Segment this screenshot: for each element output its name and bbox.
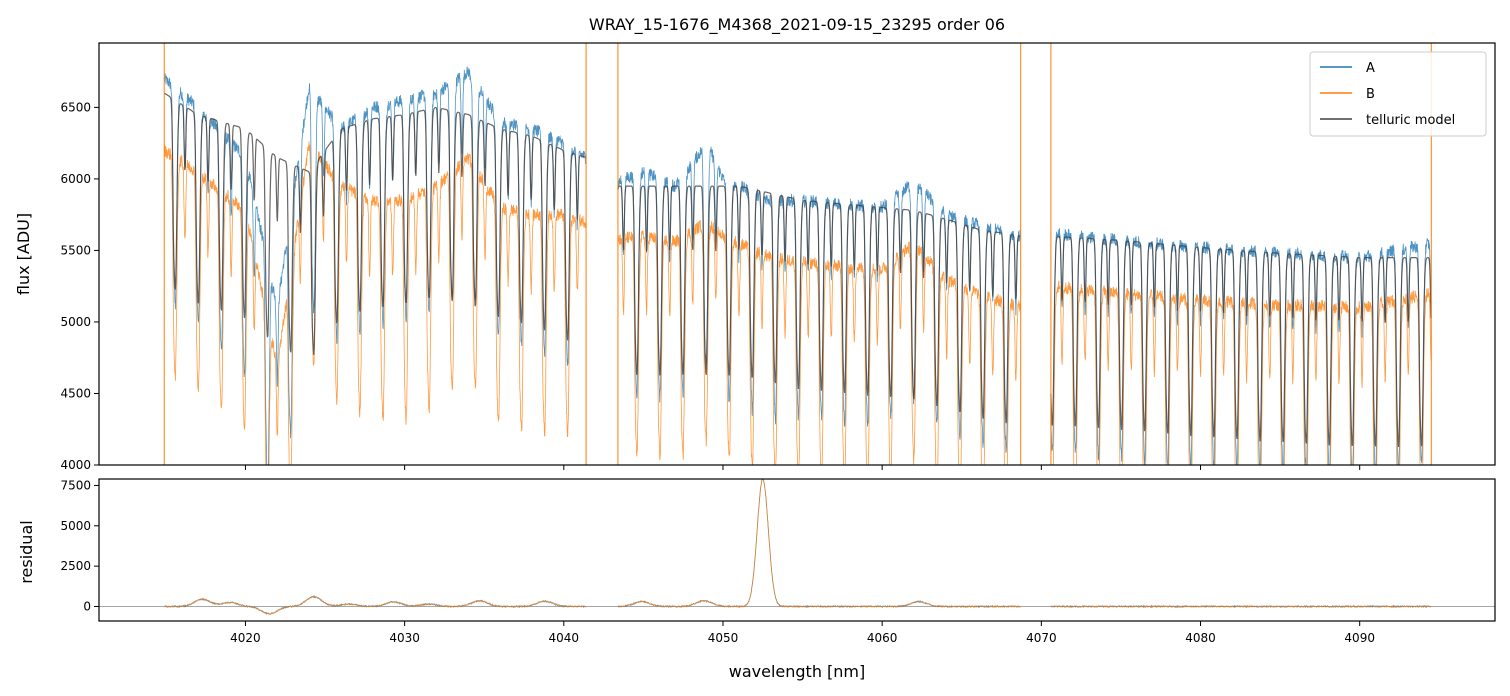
legend-label-A: A xyxy=(1366,61,1375,76)
series-line-telluric-model xyxy=(163,92,1432,448)
x-tick-label: 4070 xyxy=(1026,631,1057,645)
y-tick-label: 6000 xyxy=(60,172,91,186)
series-line-A xyxy=(163,66,1432,465)
residual-x-ticks: 4020 4030 4040 4050 4060 4070 4080 4090 xyxy=(230,621,1375,645)
x-tick-label: 4020 xyxy=(230,631,261,645)
legend-label-B: B xyxy=(1366,87,1375,102)
x-tick-label: 4050 xyxy=(708,631,739,645)
residual-line-A xyxy=(164,479,1432,615)
flux-plot-area xyxy=(163,43,1432,465)
y-tick-label: 5000 xyxy=(60,315,91,329)
y-tick-label: 0 xyxy=(83,599,91,613)
residual-y-ticks: 0 2500 5000 7500 xyxy=(60,478,99,613)
y-tick-label: 2500 xyxy=(60,559,91,573)
legend-box xyxy=(1309,51,1487,137)
residual-line-B xyxy=(163,479,1432,615)
x-tick-label: 4040 xyxy=(549,631,580,645)
y-axis-label-flux: flux [ADU] xyxy=(14,213,33,295)
y-tick-label: 4500 xyxy=(60,386,91,400)
flux-x-ticks xyxy=(244,465,1361,470)
x-axis-label: wavelength [nm] xyxy=(729,662,866,681)
x-tick-label: 4090 xyxy=(1344,631,1375,645)
residual-plot-area xyxy=(99,479,1495,615)
flux-panel: 4000 4500 5000 5500 6000 6500 flux [ADU] ABte… xyxy=(14,42,1496,472)
series-line-B xyxy=(163,141,1432,465)
y-tick-label: 5500 xyxy=(60,243,91,257)
chart-title: WRAY_15-1676_M4368_2021-09-15_23295 orde… xyxy=(589,15,1005,35)
y-tick-label: 5000 xyxy=(60,519,91,533)
x-tick-label: 4030 xyxy=(389,631,420,645)
legend-label-telluric-model: telluric model xyxy=(1366,113,1455,128)
y-axis-label-residual: residual xyxy=(17,520,36,583)
x-tick-label: 4080 xyxy=(1185,631,1216,645)
flux-y-ticks: 4000 4500 5000 5500 6000 6500 xyxy=(60,100,99,472)
x-tick-label: 4060 xyxy=(867,631,898,645)
y-tick-label: 4000 xyxy=(60,458,91,472)
y-tick-label: 7500 xyxy=(60,478,91,492)
flux-panel-frame xyxy=(98,42,1496,466)
residual-panel-frame xyxy=(98,478,1496,622)
y-tick-label: 6500 xyxy=(60,100,91,114)
